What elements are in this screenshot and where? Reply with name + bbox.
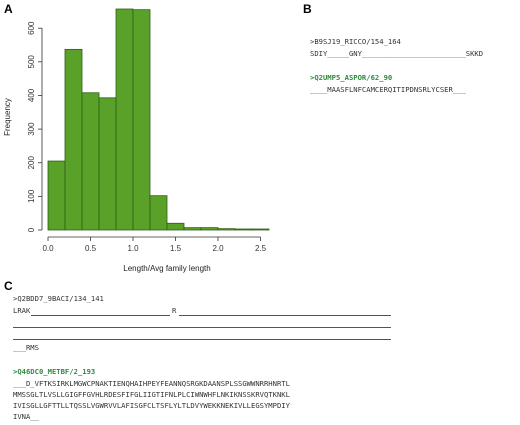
x-tick-label: 0.0 (42, 244, 54, 253)
histogram-chart: 0 100 200 300 400 500 600 0.0 0.5 1.0 1.5 2.0 2.5 L… (3, 8, 270, 273)
panel-label-c: C (4, 279, 13, 293)
gap-line (179, 315, 391, 316)
panel-label-b: B (303, 2, 312, 16)
histogram-bar (166, 222, 185, 231)
y-tick-label: 500 (27, 55, 36, 69)
seq-b2-line: ____MAASFLNFCAMCERQITIPDNSRLYCSER___ (310, 85, 466, 94)
histogram-bar (81, 92, 100, 231)
y-tick-label: 100 (27, 189, 36, 203)
x-tick-label: 0.5 (85, 244, 97, 253)
x-axis: 0.0 0.5 1.0 1.5 2.0 2.5 (42, 236, 267, 253)
seq-b1-line: SDIY_____GNY________________________SKKD (310, 49, 484, 58)
seq-c2-line1: ___D_VFTKSIRKLMGWCPNAKTIENQHAIHPEYFEANNQ… (13, 379, 290, 388)
x-tick-label: 1.5 (170, 244, 182, 253)
gap-line (13, 327, 391, 328)
histogram-bar (149, 195, 168, 231)
y-axis: 0 100 200 300 400 500 600 (27, 21, 43, 232)
histogram-bar (47, 160, 66, 231)
x-tick-label: 1.0 (127, 244, 139, 253)
seq-c2-line3: IVISGLLGFTTLLTQSSLVGWRVVLAFISGFCLTSFLYLT… (13, 401, 290, 410)
histogram-bar (115, 8, 134, 231)
seq-c2-line2: MMSSGLTLVSLLGIGFFGVHLRDESFIFGLIIGTIFNLPL… (13, 390, 290, 399)
histogram-bar (132, 9, 151, 231)
histogram-bar (200, 227, 219, 231)
x-axis-title: Length/Avg family length (123, 264, 210, 273)
seq-c2-header: >Q46DC0_METBF/2_193 (13, 367, 96, 376)
seq-c1-line1-start: LRAK (13, 306, 31, 315)
seq-c1-header: >Q2BDD7_9BACI/134_141 (13, 294, 104, 303)
y-tick-label: 300 (27, 122, 36, 136)
histogram-bar (183, 227, 202, 231)
y-tick-label: 200 (27, 156, 36, 170)
y-axis-title: Frequency (3, 98, 12, 136)
y-tick-label: 400 (27, 88, 36, 102)
seq-c1-line1-residue: R (172, 306, 177, 315)
histogram-bar (217, 228, 236, 231)
y-tick-label: 600 (27, 21, 36, 35)
histogram-bar (234, 228, 253, 231)
gap-line (31, 315, 170, 316)
panel-label-a: A (4, 2, 13, 16)
x-tick-label: 2.5 (255, 244, 267, 253)
histogram-bar (98, 97, 117, 231)
x-tick-label: 2.0 (212, 244, 224, 253)
seq-b1-header: >B9SJ19_RICCO/154_164 (310, 37, 401, 46)
seq-c2-line4: IVNA__ (13, 412, 39, 421)
histogram-bar (251, 228, 270, 231)
seq-c1-line4: ___RMS (13, 343, 39, 352)
y-tick-label: 0 (27, 227, 36, 232)
seq-b2-header: >Q2UMP5_ASPOR/62_90 (310, 73, 393, 82)
gap-line (13, 339, 391, 340)
histogram-bar (64, 48, 83, 231)
histogram-bars (47, 8, 270, 231)
